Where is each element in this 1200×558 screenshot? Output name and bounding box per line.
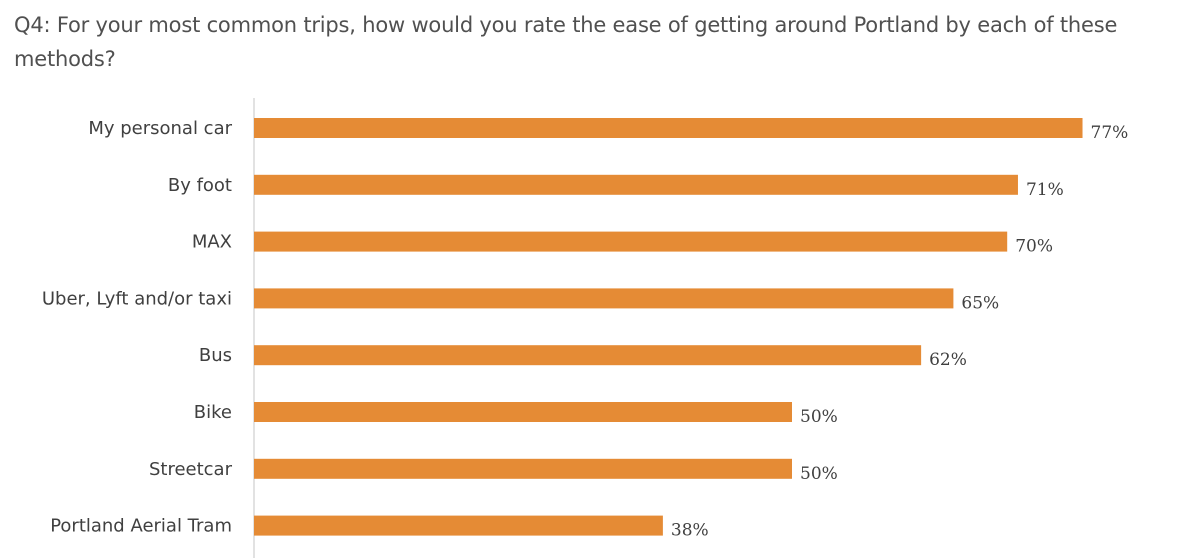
chart-title: Q4: For your most common trips, how woul… — [14, 13, 1118, 71]
bar-by-foot — [254, 174, 1018, 195]
category-label-by-foot: By foot — [168, 175, 232, 196]
bars-group — [254, 118, 1083, 536]
value-label-portland-aerial-tram: 38% — [671, 521, 709, 541]
category-label-bus: Bus — [199, 345, 232, 366]
category-label-streetcar: Streetcar — [149, 459, 233, 480]
category-label-max: MAX — [192, 232, 232, 253]
category-label-bike: Bike — [194, 402, 232, 423]
value-label-max: 70% — [1015, 237, 1053, 257]
bar-uber-lyft-and-or-taxi — [254, 288, 954, 309]
bar-portland-aerial-tram — [254, 515, 663, 536]
value-label-streetcar: 50% — [800, 464, 838, 484]
category-label-portland-aerial-tram: Portland Aerial Tram — [50, 516, 232, 537]
value-label-uber-lyft-and-or-taxi: 65% — [961, 293, 999, 313]
value-label-by-foot: 71% — [1026, 180, 1064, 200]
bar-bus — [254, 345, 922, 366]
category-label-my-personal-car: My personal car — [88, 118, 232, 139]
bar-bike — [254, 402, 792, 422]
value-label-bus: 62% — [929, 350, 967, 370]
bar-my-personal-car — [254, 118, 1083, 138]
value-label-bike: 50% — [800, 407, 838, 427]
value-label-my-personal-car: 77% — [1091, 123, 1129, 143]
value-labels-group: 77% 71% 70% 65% 62% 50% 50% 38% — [671, 123, 1128, 541]
category-label-uber-lyft-and-or-taxi: Uber, Lyft and/or taxi — [42, 288, 232, 309]
bar-streetcar — [254, 458, 792, 479]
category-labels-group: My personal car By foot MAX Uber, Lyft and/… — [42, 118, 233, 537]
bar-max — [254, 231, 1008, 252]
